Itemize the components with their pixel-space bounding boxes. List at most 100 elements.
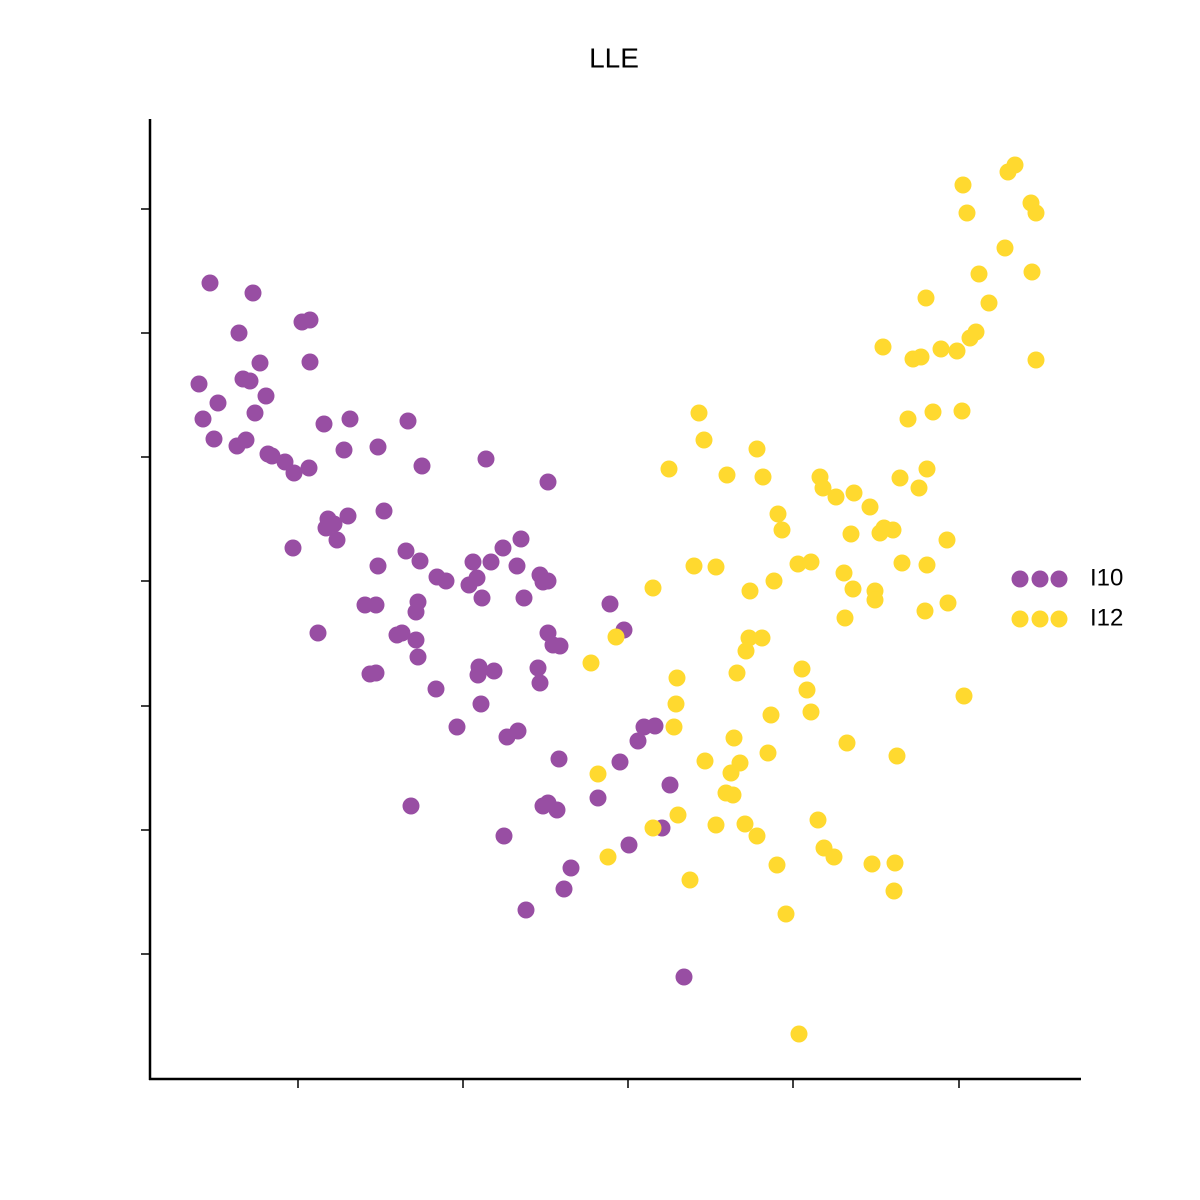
point [369,557,387,575]
point [924,403,942,421]
point [1023,263,1041,281]
point [494,539,512,557]
point [762,706,780,724]
point [769,505,787,523]
point [748,440,766,458]
point [534,573,552,591]
point [448,718,466,736]
point [661,776,679,794]
point [996,239,1014,257]
point [485,662,503,680]
point [411,552,429,570]
point [827,488,845,506]
point [798,681,816,699]
point [753,629,771,647]
point [257,387,275,405]
point [835,564,853,582]
point [244,284,262,302]
point [413,457,431,475]
point [367,664,385,682]
point [251,354,269,372]
point [695,431,713,449]
point [437,572,455,590]
point [953,402,971,420]
point [961,329,979,347]
point [529,659,547,677]
point [582,654,600,672]
point [777,905,795,923]
point [955,687,973,705]
point [230,324,248,342]
point [980,294,998,312]
point [301,311,319,329]
point [728,664,746,682]
point [339,507,357,525]
point [194,410,212,428]
point [669,806,687,824]
point [539,473,557,491]
point [668,669,686,687]
point [1006,156,1024,174]
point [300,459,318,477]
point [472,695,490,713]
point [201,274,219,292]
point [790,1025,808,1043]
point [842,525,860,543]
point [589,765,607,783]
legend-marker [1050,570,1068,588]
point [737,642,755,660]
point [601,595,619,613]
point [407,631,425,649]
point [397,542,415,560]
point [1027,351,1045,369]
point [825,848,843,866]
point [335,441,353,459]
legend-marker [1050,610,1068,628]
point [736,815,754,833]
point [620,836,638,854]
point [285,464,303,482]
point [948,342,966,360]
point [939,594,957,612]
chart-title: LLE [589,42,639,73]
point [910,479,928,497]
point [759,744,777,762]
point [284,539,302,557]
legend-marker [1031,610,1049,628]
point [399,412,417,430]
point [473,589,491,607]
point [477,450,495,468]
point [917,289,935,307]
point [871,524,889,542]
point [468,569,486,587]
point [629,732,647,750]
point [328,531,346,549]
point [958,204,976,222]
point [844,580,862,598]
point [402,797,420,815]
point [886,854,904,872]
point [309,624,327,642]
point [754,468,772,486]
point [369,438,387,456]
point [464,553,482,571]
point [555,880,573,898]
point [409,648,427,666]
point [765,572,783,590]
point [802,553,820,571]
point [548,801,566,819]
point [789,555,807,573]
legend-label: I10 [1090,564,1123,591]
point [874,338,892,356]
point [918,460,936,478]
point [209,394,227,412]
point [205,430,223,448]
point [241,372,259,390]
point [836,609,854,627]
point [809,811,827,829]
point [341,410,359,428]
point [644,579,662,597]
point [665,718,683,736]
point [515,589,533,607]
